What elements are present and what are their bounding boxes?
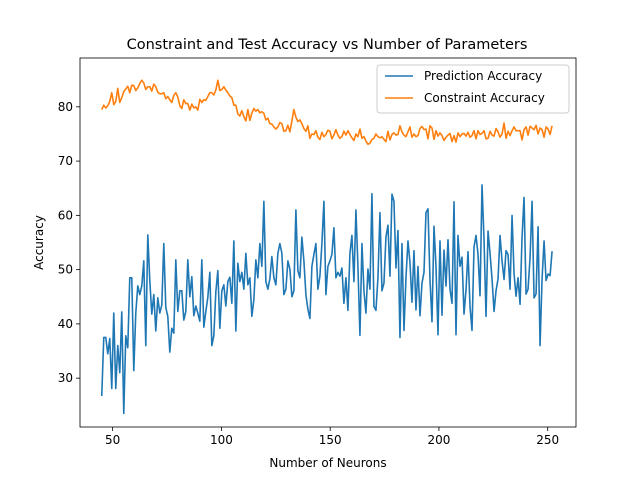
chart-title: Constraint and Test Accuracy vs Number o… bbox=[127, 37, 528, 53]
legend-label-constraint-accuracy: Constraint Accuracy bbox=[424, 91, 545, 105]
x-tick-label: 200 bbox=[427, 433, 450, 447]
axes-frame bbox=[79, 57, 577, 428]
series-layer bbox=[100, 79, 553, 415]
y-axis: 30 40 50 60 70 80 bbox=[58, 100, 80, 385]
y-axis-label: Accuracy bbox=[32, 215, 46, 270]
y-tick-label: 80 bbox=[58, 100, 73, 114]
x-tick-label: 150 bbox=[319, 433, 342, 447]
x-tick-label: 50 bbox=[105, 433, 120, 447]
y-tick-label: 60 bbox=[58, 208, 73, 222]
series-line-prediction-accuracy bbox=[100, 184, 553, 415]
legend-label-prediction-accuracy: Prediction Accuracy bbox=[424, 69, 542, 83]
x-axis: 50 100 150 200 250 bbox=[105, 427, 559, 447]
x-axis-label: Number of Neurons bbox=[269, 456, 386, 470]
plot-area bbox=[100, 79, 553, 415]
legend-box bbox=[376, 64, 570, 114]
y-tick-label: 40 bbox=[58, 317, 73, 331]
legend: Prediction Accuracy Constraint Accuracy bbox=[376, 64, 570, 114]
series-line-constraint-accuracy bbox=[101, 79, 553, 146]
y-tick-label: 30 bbox=[58, 371, 73, 385]
x-tick-label: 100 bbox=[210, 433, 233, 447]
x-tick-label: 250 bbox=[536, 433, 559, 447]
y-tick-label: 70 bbox=[58, 154, 73, 168]
y-tick-label: 50 bbox=[58, 263, 73, 277]
